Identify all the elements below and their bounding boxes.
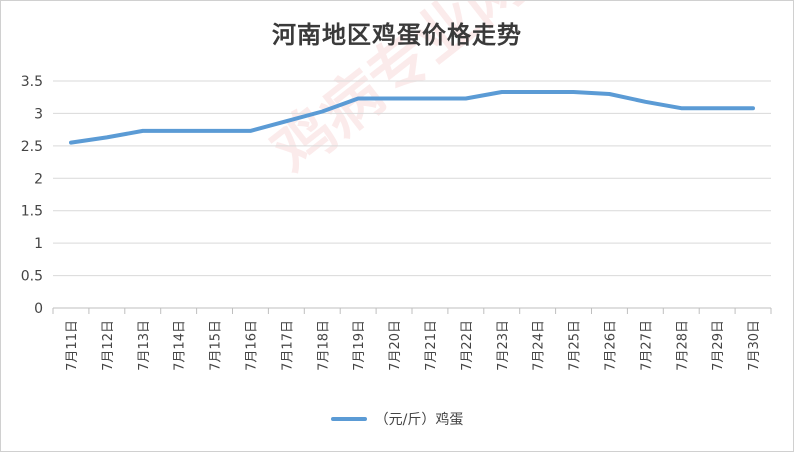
y-tick-label: 2 — [34, 171, 43, 187]
data-point — [393, 98, 395, 100]
x-tick-label: 7月11日 — [65, 320, 80, 371]
data-point — [321, 110, 323, 112]
x-tick-label: 7月12日 — [101, 320, 116, 371]
series-line — [69, 90, 755, 145]
data-point — [501, 91, 503, 93]
x-tick-label: 7月20日 — [388, 320, 403, 371]
x-tick-label: 7月19日 — [352, 320, 367, 371]
x-tick-label: 7月17日 — [280, 320, 295, 371]
data-point — [716, 107, 718, 109]
data-point — [70, 142, 72, 144]
data-point — [178, 130, 180, 132]
data-point — [752, 107, 754, 109]
y-tick-label: 0.5 — [21, 269, 43, 285]
x-tick-label: 7月14日 — [173, 320, 188, 371]
x-tick-label: 7月23日 — [496, 320, 511, 371]
x-tick-label: 7月16日 — [244, 320, 259, 371]
x-tick-label: 7月26日 — [603, 320, 618, 371]
y-tick-label: 1 — [34, 236, 43, 252]
x-tick-label: 7月27日 — [639, 320, 654, 371]
x-tick-label: 7月29日 — [711, 320, 726, 371]
legend: （元/斤）鸡蛋 — [1, 409, 793, 429]
data-point — [644, 101, 646, 103]
data-point — [429, 98, 431, 100]
chart-title: 河南地区鸡蛋价格走势 — [272, 21, 522, 49]
x-tick-label: 7月22日 — [460, 320, 475, 371]
data-point — [680, 107, 682, 109]
x-tick-label: 7月13日 — [137, 320, 152, 371]
y-tick-label: 0 — [34, 301, 43, 317]
data-point — [465, 98, 467, 100]
y-tick-label: 2.5 — [21, 139, 43, 155]
data-point — [537, 91, 539, 93]
y-tick-label: 3 — [34, 106, 43, 122]
x-tick-label: 7月15日 — [209, 320, 224, 371]
data-point — [608, 93, 610, 95]
x-tick-label: 7月30日 — [747, 320, 762, 371]
x-tick-label: 7月21日 — [424, 320, 439, 371]
data-point — [357, 98, 359, 100]
x-tick-label: 7月25日 — [568, 320, 583, 371]
data-point — [285, 120, 287, 122]
legend-label: （元/斤）鸡蛋 — [374, 412, 464, 428]
data-point — [214, 130, 216, 132]
data-point — [249, 130, 251, 132]
legend-swatch — [330, 417, 367, 421]
data-point — [142, 130, 144, 132]
y-tick-label: 3.5 — [21, 74, 43, 90]
data-point — [106, 136, 108, 138]
data-point — [573, 91, 575, 93]
x-tick-label: 7月24日 — [532, 320, 547, 371]
x-tick-label: 7月18日 — [316, 320, 331, 371]
y-tick-label: 1.5 — [21, 204, 43, 220]
x-tick-label: 7月28日 — [675, 320, 690, 371]
